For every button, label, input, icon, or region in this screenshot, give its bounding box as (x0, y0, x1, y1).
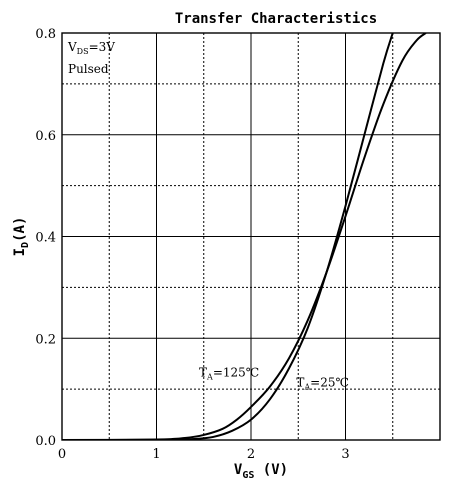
x-tick-label: 2 (247, 447, 255, 462)
y-tick-label: 0.4 (35, 231, 56, 246)
series-label-125c: TA=125℃ (199, 365, 259, 381)
y-tick-label: 0.6 (35, 129, 56, 144)
y-axis-label-sub: D (20, 242, 31, 248)
x-axis-label-main: V (234, 462, 243, 478)
grid (62, 33, 440, 440)
series-label-125c-rest: =125℃ (213, 365, 259, 379)
y-axis-label: ID(A) (12, 217, 31, 257)
x-tick-labels: 0 1 2 3 (58, 447, 350, 462)
x-axis-label-unit: (V) (254, 462, 288, 478)
x-axis-label-sub: GS (242, 470, 254, 481)
series-label-25c: TA=25℃ (296, 376, 349, 392)
y-axis-label-unit: (A) (12, 217, 28, 242)
y-tick-label: 0.0 (35, 434, 56, 449)
curves (62, 33, 427, 440)
x-tick-label: 3 (341, 447, 349, 462)
series-line-125c (62, 33, 427, 440)
condition-vds: VDS=3V (67, 40, 115, 56)
series-label-25c-rest: =25℃ (310, 376, 349, 390)
plot-frame (61, 32, 441, 441)
series-label-25c-main: T (296, 376, 304, 390)
series-label-125c-sub: A (206, 372, 213, 381)
series-label-25c-sub: A (303, 383, 310, 392)
condition-vds-main: V (67, 40, 77, 54)
y-tick-labels: 0.0 0.2 0.4 0.6 0.8 (35, 27, 56, 449)
y-tick-label: 0.2 (35, 332, 56, 347)
x-tick-label: 0 (58, 447, 66, 462)
series-label-125c-main: T (199, 365, 207, 379)
series-line-25c (62, 33, 394, 440)
condition-pulsed: Pulsed (68, 62, 109, 76)
y-tick-label: 0.8 (35, 27, 56, 42)
condition-vds-sub: DS (77, 47, 89, 56)
chart-title: Transfer Characteristics (175, 11, 377, 27)
y-axis-label-main: I (12, 248, 28, 256)
x-tick-label: 1 (152, 447, 160, 462)
x-axis-label: VGS (V) (234, 462, 288, 481)
condition-vds-rest: =3V (89, 40, 116, 54)
test-conditions: VDS=3V Pulsed (67, 40, 115, 76)
